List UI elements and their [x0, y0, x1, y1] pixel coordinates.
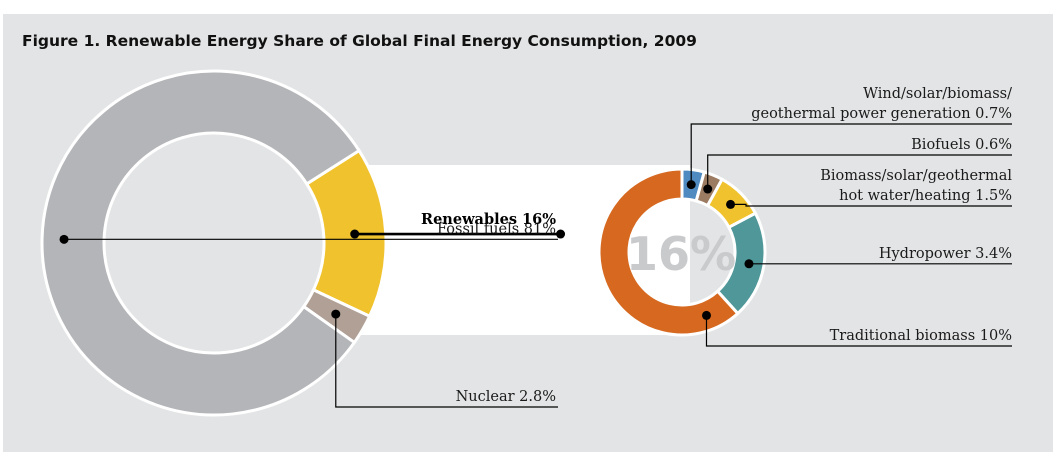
renewables-center-percent: 16% — [626, 227, 736, 281]
main-slice-fossil-fuels — [40, 69, 362, 417]
nuclear-leader — [335, 314, 558, 408]
figure-title: Figure 1. Renewable Energy Share of Glob… — [22, 32, 697, 50]
biomass-heating-leader — [730, 203, 1012, 207]
slice-labels: Fossil fuels 81% Nuclear 2.8% Renewables 1… — [421, 86, 1012, 405]
wind-solar-label-1: Wind/solar/biomass/ — [863, 86, 1012, 102]
wind-solar-label-2: geothermal power generation 0.7% — [751, 106, 1012, 122]
main-donut — [40, 69, 388, 417]
biomass-heating-label-1: Biomass/solar/geothermal — [820, 168, 1012, 184]
wind-solar-leader — [690, 123, 1012, 185]
traditional-biomass-label: Traditional biomass 10% — [830, 328, 1012, 344]
biofuels-leader — [707, 154, 1012, 190]
nuclear-label: Nuclear 2.8% — [456, 389, 556, 405]
renewables-label: Renewables 16% — [421, 211, 556, 228]
leader-lines — [59, 123, 1012, 408]
hydropower-label: Hydropower 3.4% — [879, 246, 1012, 262]
traditional-biomass-leader — [705, 315, 1012, 347]
biofuels-label: Biofuels 0.6% — [911, 137, 1012, 153]
renewables-connector-band — [333, 165, 690, 335]
small-slice-traditional-biomass — [597, 167, 740, 337]
fossil-fuels-label: Fossil fuels 81% — [437, 221, 556, 237]
biomass-heating-label-2: hot water/heating 1.5% — [839, 188, 1012, 204]
